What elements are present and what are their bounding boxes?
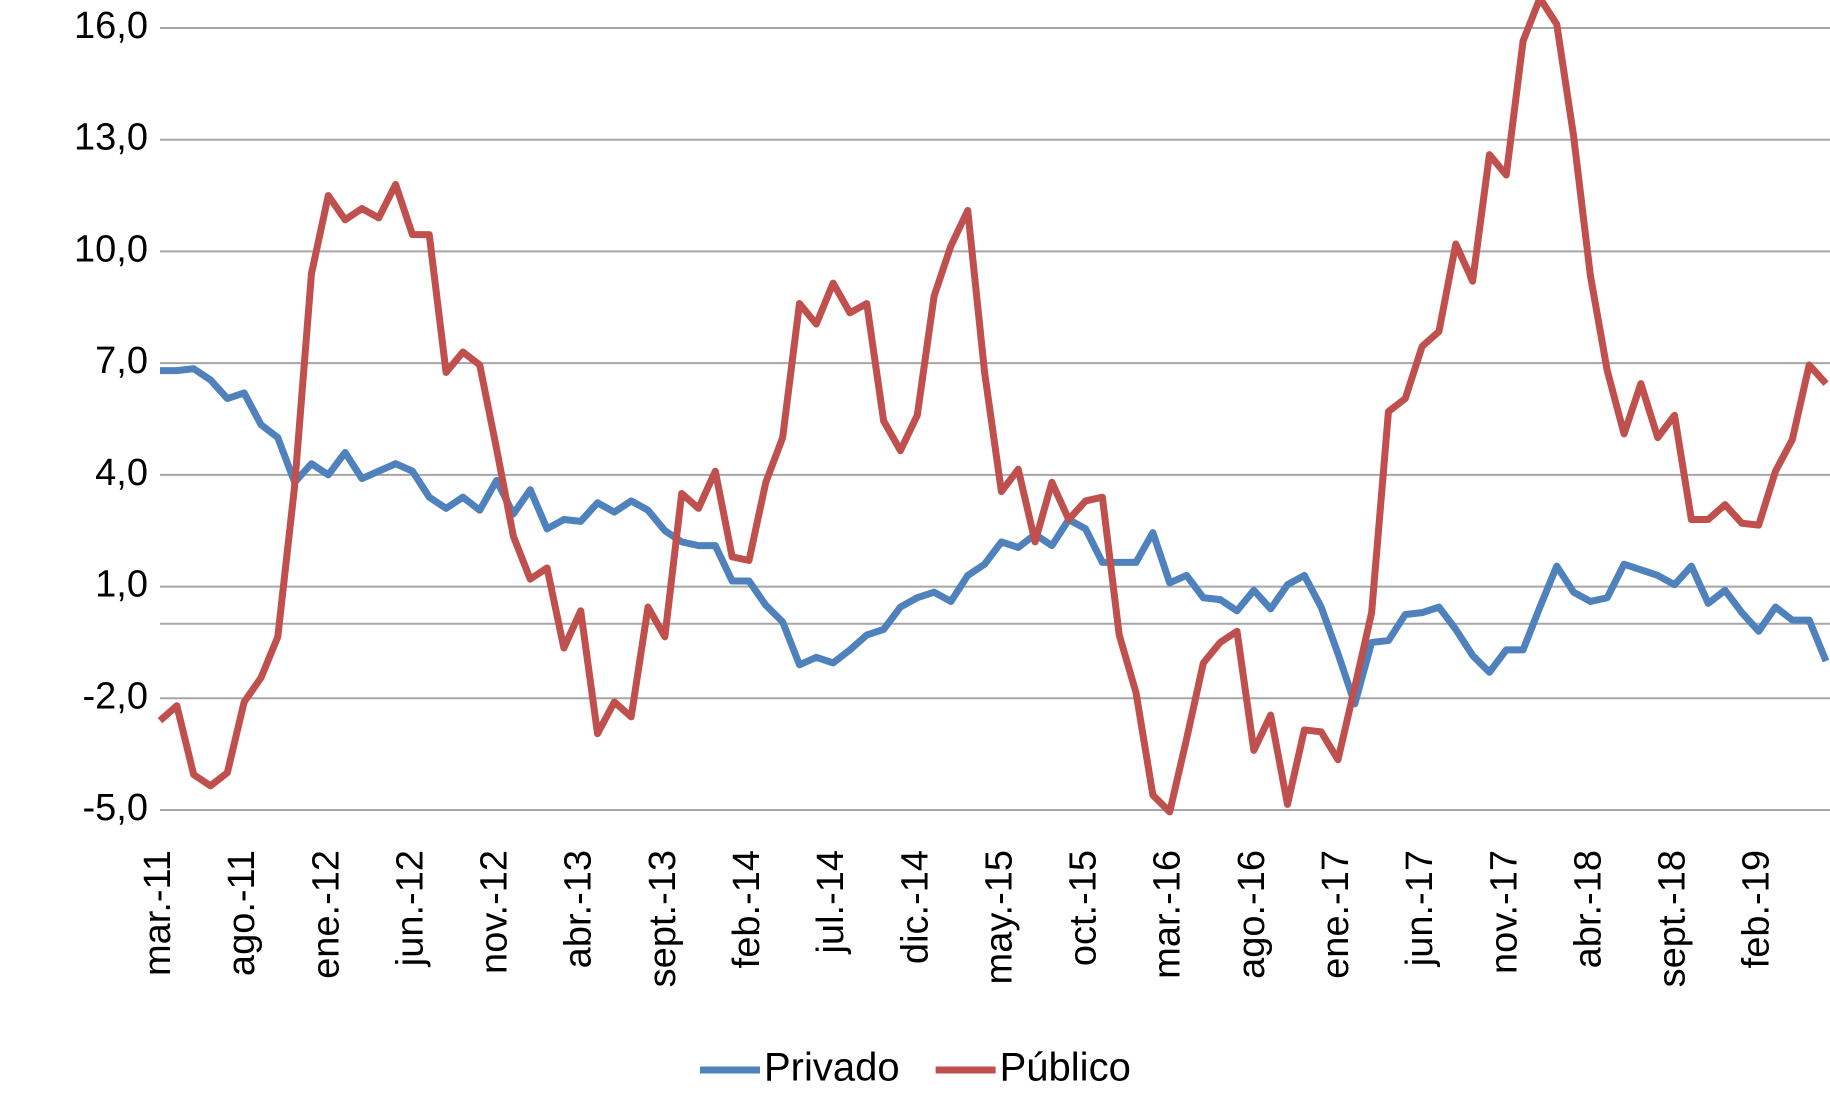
x-tick-label: feb.-19 [1736, 850, 1778, 968]
x-tick-label: mar.-11 [137, 850, 179, 976]
line-series [157, 0, 1829, 816]
x-tick-label: abr.-18 [1567, 850, 1609, 968]
x-tick-label: sept.-18 [1652, 850, 1694, 987]
y-tick-label: 10,0 [74, 228, 148, 270]
x-tick-label: nov.-12 [474, 850, 516, 974]
x-tick-label: jun.-12 [389, 850, 431, 967]
x-tick-label: oct.-15 [1063, 850, 1105, 966]
x-tick-label: dic.-14 [894, 850, 936, 964]
x-tick-label: ene.-17 [1315, 850, 1357, 979]
x-tick-label: jul.-14 [810, 850, 852, 955]
x-tick-label: sept.-13 [642, 850, 684, 987]
x-tick-label: feb.-14 [726, 850, 768, 968]
legend-label: Privado [764, 1046, 900, 1090]
y-tick-label: 16,0 [74, 5, 148, 47]
x-tick-label: mar.-16 [1147, 850, 1189, 979]
x-tick-label: jun.-17 [1399, 850, 1441, 967]
x-tick-label: abr.-13 [558, 850, 600, 968]
x-tick-label: nov.-17 [1483, 850, 1525, 974]
line-series [160, 365, 1830, 708]
y-tick-label: 7,0 [95, 340, 148, 382]
y-tick-label: 1,0 [95, 564, 148, 606]
x-tick-label: ago.-16 [1231, 850, 1273, 979]
x-tick-label: may.-15 [978, 850, 1020, 984]
y-tick-label: 4,0 [95, 452, 148, 494]
x-tick-label: ene.-12 [305, 850, 347, 979]
y-tick-label: -2,0 [83, 675, 148, 717]
x-tick-label: ago.-11 [221, 850, 263, 976]
legend-label: Público [1000, 1046, 1131, 1090]
y-tick-label: 13,0 [74, 117, 148, 159]
y-tick-label: -5,0 [83, 787, 148, 829]
